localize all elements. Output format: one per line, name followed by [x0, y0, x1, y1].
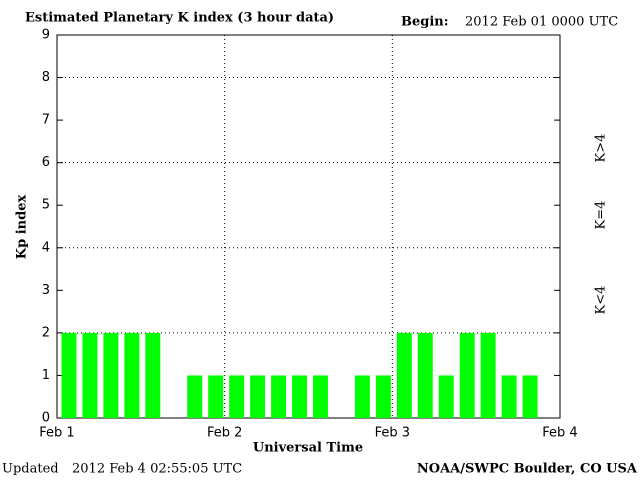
y-tick-label: 8 — [42, 70, 50, 85]
y-tick-label: 7 — [42, 113, 50, 128]
bar — [187, 375, 203, 418]
begin-label: Begin: — [401, 15, 449, 30]
x-tick-label: Feb 2 — [207, 426, 242, 441]
y-axis-label: Kp index — [15, 195, 30, 260]
legend-entry: K<4 — [594, 286, 609, 315]
x-tick-label: Feb 3 — [375, 426, 410, 441]
bar — [82, 332, 98, 418]
bar — [480, 332, 496, 418]
bar — [375, 375, 391, 418]
x-tick-label: Feb 1 — [39, 426, 74, 441]
begin-date: 2012 Feb 01 0000 UTC — [465, 15, 618, 30]
y-tick-label: 3 — [42, 283, 50, 298]
plot-frame — [56, 34, 561, 419]
legend-entry: K=4 — [594, 201, 609, 230]
bar — [501, 375, 517, 418]
y-tick-label: 0 — [42, 411, 50, 426]
source: NOAA/SWPC Boulder, CO USA — [417, 462, 638, 477]
chart-title: Estimated Planetary K index (3 hour data… — [25, 11, 334, 26]
bar — [208, 375, 224, 418]
bar — [271, 375, 287, 418]
bar — [396, 332, 412, 418]
bar — [145, 332, 161, 418]
bar — [522, 375, 538, 418]
bar — [459, 332, 475, 418]
bar — [124, 332, 140, 418]
y-tick-label: 9 — [42, 28, 50, 43]
y-tick-label: 2 — [42, 325, 50, 340]
y-tick-label: 5 — [42, 198, 50, 213]
bar — [292, 375, 307, 418]
bar — [438, 375, 454, 418]
x-tick-label: Feb 4 — [542, 426, 577, 441]
bar — [103, 332, 119, 418]
y-tick-label: 1 — [42, 368, 50, 383]
updated-label: Updated — [2, 462, 59, 477]
legend-entry: K>4 — [594, 134, 609, 163]
bar — [313, 375, 328, 418]
x-axis-label: Universal Time — [253, 441, 363, 456]
bar — [229, 375, 245, 418]
bar — [354, 375, 370, 418]
updated-time: 2012 Feb 4 02:55:05 UTC — [72, 462, 242, 477]
bar — [250, 375, 266, 418]
y-tick-label: 4 — [42, 240, 50, 255]
bar — [417, 332, 433, 418]
bar — [61, 332, 77, 418]
y-tick-label: 6 — [42, 155, 50, 170]
